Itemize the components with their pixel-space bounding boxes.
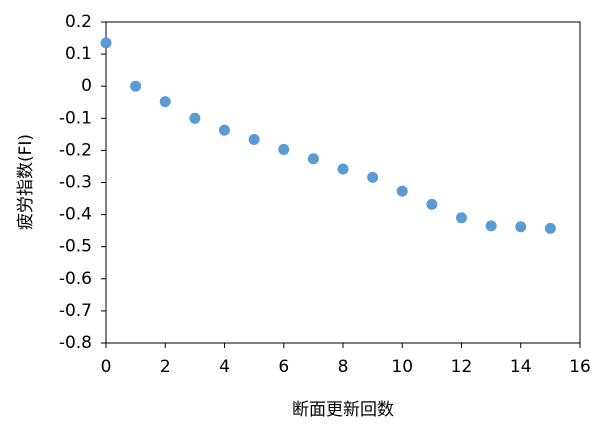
x-tick-label: 10 xyxy=(391,357,413,377)
y-tick-label: -0.6 xyxy=(59,269,92,289)
point xyxy=(367,171,379,183)
point xyxy=(337,163,349,175)
y-tick-label: -0.2 xyxy=(59,140,92,160)
x-tick-label: 0 xyxy=(101,357,112,377)
point xyxy=(307,153,319,165)
point xyxy=(396,185,408,197)
point xyxy=(130,80,142,92)
x-tick-label: 16 xyxy=(569,357,591,377)
point xyxy=(159,96,171,108)
x-tick-label: 14 xyxy=(510,357,532,377)
y-tick-label: -0.5 xyxy=(59,237,92,257)
y-tick-label: -0.3 xyxy=(59,173,92,193)
point xyxy=(515,221,527,233)
point xyxy=(189,112,201,124)
y-tick-label: -0.8 xyxy=(59,333,92,353)
plot-area xyxy=(105,21,581,344)
x-tick-label: 2 xyxy=(160,357,171,377)
point xyxy=(100,37,112,49)
x-tick-label: 12 xyxy=(451,357,473,377)
y-tick-label: -0.1 xyxy=(59,108,92,128)
y-tick-label: 0.1 xyxy=(65,44,92,64)
y-tick-label: 0.2 xyxy=(65,12,92,32)
point xyxy=(485,220,497,232)
point xyxy=(544,222,556,234)
y-tick-label: 0 xyxy=(81,76,92,96)
x-tick-label: 4 xyxy=(219,357,230,377)
point xyxy=(248,133,260,145)
x-tick-label: 6 xyxy=(278,357,289,377)
x-axis-label: 断面更新回数 xyxy=(292,400,394,420)
x-tick-label: 8 xyxy=(338,357,349,377)
point xyxy=(426,198,438,210)
point xyxy=(219,124,230,136)
y-tick-label: -0.7 xyxy=(59,301,92,321)
y-tick-label: -0.4 xyxy=(59,205,92,225)
point xyxy=(278,143,290,155)
y-axis-label: 疲労指数(FI) xyxy=(16,134,36,230)
point xyxy=(456,212,467,224)
